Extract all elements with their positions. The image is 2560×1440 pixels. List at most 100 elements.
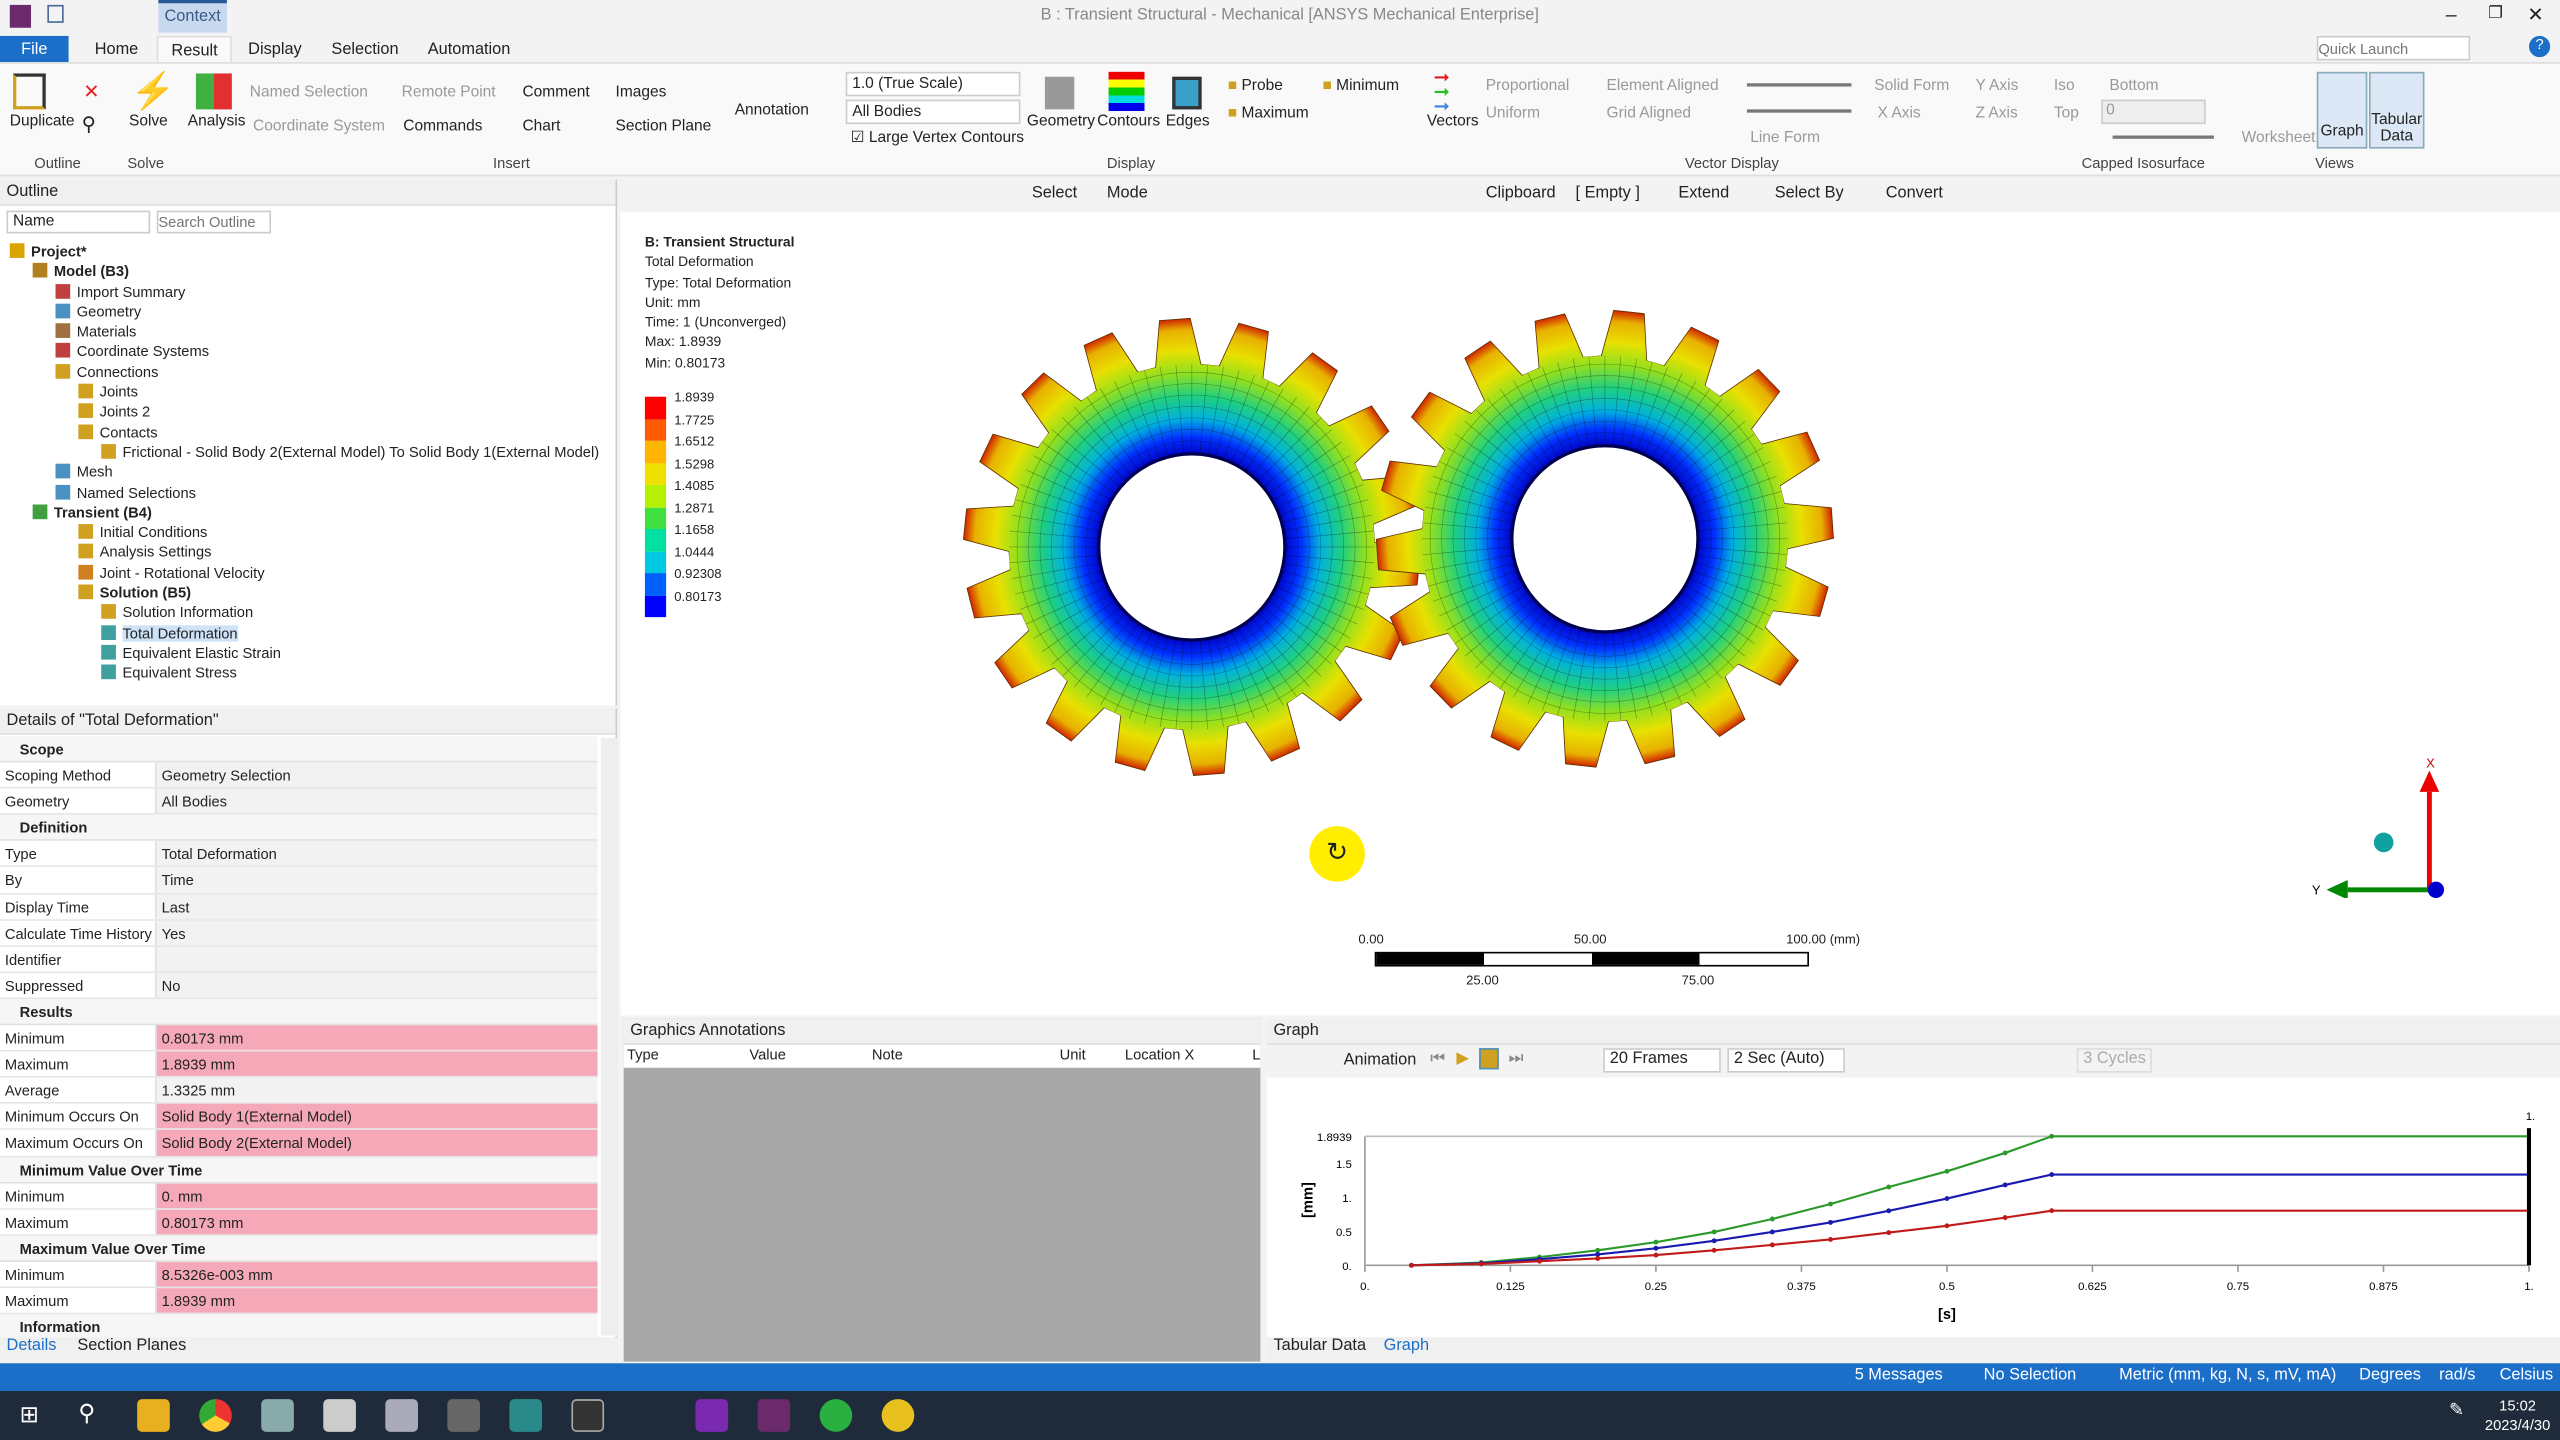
tab-graph[interactable]: Graph xyxy=(1383,1337,1430,1356)
next-frame-button[interactable]: ⏭ xyxy=(1508,1049,1524,1068)
contours-button[interactable]: Contours xyxy=(1097,112,1161,131)
tabular-data-view-button[interactable]: Tabular Data xyxy=(2368,71,2425,149)
annotation-button[interactable]: Annotation xyxy=(734,101,809,120)
tree-item[interactable]: Named Selections xyxy=(0,483,616,503)
details-row[interactable]: By Time xyxy=(0,867,598,894)
tree-item[interactable]: Total Deformation xyxy=(0,623,616,643)
minimum-button[interactable]: ■ Minimum xyxy=(1322,76,1400,95)
property-value[interactable]: 1.3325 mm xyxy=(156,1077,598,1103)
column-header[interactable]: Type xyxy=(626,1046,659,1063)
details-row[interactable]: Maximum 1.8939 mm xyxy=(0,1288,598,1315)
details-row[interactable]: Identifier xyxy=(0,946,598,973)
tree-item[interactable]: Equivalent Stress xyxy=(0,663,616,683)
tree-item[interactable]: Import Summary xyxy=(0,282,616,302)
z-axis-button[interactable]: Z Axis xyxy=(1975,104,2018,123)
result-chart[interactable]: 0. 0.125 0.25 0.375 0.5 0.625 0.75 0.875 1. 0. 0.5… xyxy=(1267,1078,2560,1345)
tree-item[interactable]: Geometry xyxy=(0,302,616,322)
tree-item[interactable]: Contacts xyxy=(0,422,616,442)
previous-frame-button[interactable]: ⏮ xyxy=(1430,1049,1445,1068)
solid-form-button[interactable]: Solid Form xyxy=(1874,76,1950,95)
calculator-icon[interactable] xyxy=(323,1399,356,1432)
messages-button[interactable]: 5 Messages xyxy=(1854,1366,1943,1385)
details-row[interactable]: Minimum 8.5326e-003 mm xyxy=(0,1261,598,1289)
tab-home[interactable]: Home xyxy=(94,40,139,59)
onenote-icon[interactable] xyxy=(695,1399,729,1432)
stop-button[interactable] xyxy=(1479,1048,1499,1070)
mode-button[interactable]: Mode xyxy=(1106,184,1148,203)
details-row[interactable]: Minimum 0.80173 mm xyxy=(0,1025,598,1052)
property-value[interactable]: Time xyxy=(156,867,598,893)
gear-right[interactable] xyxy=(1375,309,1834,768)
y-axis-button[interactable]: Y Axis xyxy=(1975,76,2019,95)
tree-item[interactable]: Frictional - Solid Body 2(External Model… xyxy=(0,442,616,462)
top-button[interactable]: Top xyxy=(2053,104,2079,123)
comment-button[interactable]: Comment xyxy=(522,83,590,102)
mechanical-icon[interactable] xyxy=(757,1399,791,1432)
tree-item[interactable]: Equivalent Elastic Strain xyxy=(0,643,616,663)
graph-view-button[interactable]: Graph xyxy=(2316,71,2368,149)
details-row[interactable]: Suppressed No xyxy=(0,972,598,1000)
duplicate-button[interactable]: Duplicate xyxy=(9,112,75,131)
remote-point-button[interactable]: Remote Point xyxy=(401,83,496,102)
tree-item[interactable]: Model (B3) xyxy=(0,262,616,282)
x-axis-button[interactable]: X Axis xyxy=(1877,104,1921,123)
property-value[interactable]: 1.8939 mm xyxy=(156,1288,598,1313)
property-value[interactable]: Last xyxy=(156,893,598,919)
details-row[interactable]: Average 1.3325 mm xyxy=(0,1077,598,1105)
pen-icon[interactable]: ✎ xyxy=(2448,1400,2465,1421)
clipboard-button[interactable]: Clipboard xyxy=(1485,184,1556,203)
tab-display[interactable]: Display xyxy=(248,40,302,59)
property-value[interactable]: 1.8939 mm xyxy=(156,1051,598,1077)
details-section-header[interactable]: Definition xyxy=(0,815,598,842)
help-icon[interactable]: ? xyxy=(2528,35,2551,58)
tree-item[interactable]: Coordinate Systems xyxy=(0,342,616,362)
proportional-button[interactable]: Proportional xyxy=(1485,76,1570,95)
restore-button[interactable]: ❐ xyxy=(2488,4,2503,23)
minimize-button[interactable]: – xyxy=(2445,3,2457,27)
property-value[interactable] xyxy=(156,946,598,972)
line-form-button[interactable]: Line Form xyxy=(1750,128,1821,147)
large-vertex-checkbox[interactable]: ☑ Large Vertex Contours xyxy=(850,128,1025,147)
tree-item[interactable]: Joints xyxy=(0,382,616,402)
column-header[interactable]: L xyxy=(1252,1046,1261,1063)
tab-tabular-data[interactable]: Tabular Data xyxy=(1273,1337,1367,1356)
find-icon[interactable]: ⚲ xyxy=(81,112,96,136)
units-button[interactable]: Metric (mm, kg, N, s, mV, mA) xyxy=(2119,1366,2337,1385)
gear-model[interactable] xyxy=(947,302,1861,792)
property-value[interactable]: 0.80173 mm xyxy=(156,1209,598,1234)
axis-triad[interactable]: XY xyxy=(2302,751,2449,898)
app-icon[interactable] xyxy=(261,1399,294,1432)
duration-dropdown[interactable]: 2 Sec (Auto) xyxy=(1727,1048,1845,1073)
tree-item[interactable]: Initial Conditions xyxy=(0,523,616,543)
details-section-header[interactable]: Scope xyxy=(0,736,598,763)
property-value[interactable]: Geometry Selection xyxy=(156,762,598,788)
extend-button[interactable]: Extend xyxy=(1678,184,1730,203)
coordinate-system-button[interactable]: Coordinate System xyxy=(253,117,385,136)
details-row[interactable]: Type Total Deformation xyxy=(0,841,598,868)
details-row[interactable]: Calculate Time History Yes xyxy=(0,920,598,947)
gear-left[interactable] xyxy=(962,317,1421,776)
analysis-button[interactable]: Analysis xyxy=(187,112,246,131)
wechat-icon[interactable] xyxy=(819,1399,853,1432)
details-row[interactable]: Maximum Occurs On Solid Body 2(External M… xyxy=(0,1130,598,1157)
workbench-icon[interactable] xyxy=(447,1399,480,1432)
tree-item[interactable]: Materials xyxy=(0,322,616,342)
worksheet-button[interactable]: Worksheet xyxy=(2241,128,2316,147)
details-row[interactable]: Maximum 1.8939 mm xyxy=(0,1051,598,1078)
isosurface-slider[interactable] xyxy=(2112,135,2214,139)
close-button[interactable]: ✕ xyxy=(2527,3,2544,27)
tree-item[interactable]: Mesh xyxy=(0,462,616,482)
column-header[interactable]: Note xyxy=(871,1046,903,1063)
tree-item[interactable]: Transient (B4) xyxy=(0,503,616,523)
lsp-icon[interactable] xyxy=(571,1399,605,1432)
commands-button[interactable]: Commands xyxy=(403,117,483,136)
property-value[interactable]: 0. mm xyxy=(156,1183,598,1208)
images-button[interactable]: Images xyxy=(615,83,667,102)
quick-launch-input[interactable] xyxy=(2316,35,2471,61)
bodies-dropdown[interactable]: All Bodies xyxy=(845,99,1021,125)
chart-button[interactable]: Chart xyxy=(522,117,561,136)
name-filter-dropdown[interactable]: Name xyxy=(6,210,151,234)
geometry-button[interactable]: Geometry xyxy=(1026,112,1096,131)
cycles-dropdown[interactable]: 3 Cycles xyxy=(2076,1048,2152,1073)
isosurface-value-input[interactable]: 0 xyxy=(2101,99,2206,125)
